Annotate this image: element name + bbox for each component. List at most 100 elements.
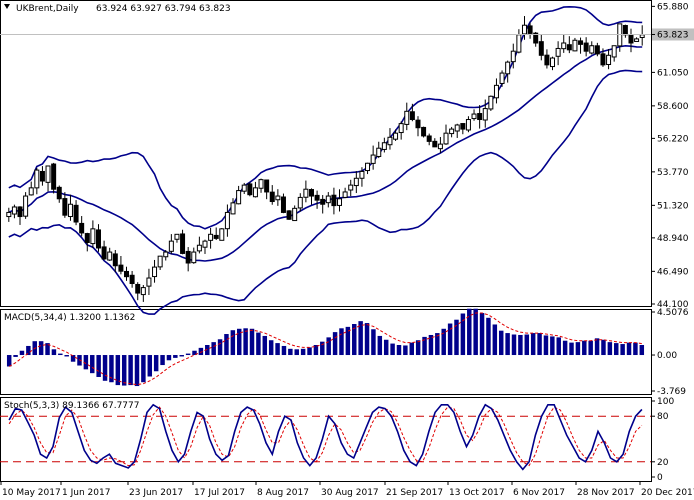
candle bbox=[583, 37, 589, 57]
candle bbox=[62, 192, 68, 218]
candle bbox=[17, 206, 23, 225]
candle bbox=[157, 255, 163, 270]
candle bbox=[477, 105, 483, 129]
candle bbox=[45, 165, 51, 192]
macd-bar bbox=[121, 355, 127, 386]
macd-bar bbox=[364, 323, 370, 356]
macd-bar bbox=[281, 345, 287, 356]
macd-bar bbox=[51, 349, 57, 356]
macd-tick-label: 4.5076 bbox=[657, 308, 689, 318]
macd-bar bbox=[422, 336, 427, 356]
candle bbox=[538, 34, 544, 61]
macd-bar bbox=[352, 324, 357, 356]
date-tick-label: 8 Aug 2017 bbox=[257, 488, 309, 498]
price-tick-label: 58.600 bbox=[657, 102, 689, 112]
macd-bar bbox=[26, 345, 31, 356]
macd-bar bbox=[562, 340, 568, 356]
candle bbox=[460, 123, 466, 135]
candle bbox=[163, 250, 169, 261]
candle bbox=[196, 236, 202, 254]
candle bbox=[168, 234, 174, 254]
macd-bar bbox=[13, 355, 18, 357]
panel-frames bbox=[0, 0, 652, 482]
candle bbox=[219, 228, 225, 241]
macd-bar bbox=[396, 345, 402, 356]
candle bbox=[398, 121, 404, 140]
last-price-tag bbox=[652, 28, 694, 41]
price-tick-label: 61.050 bbox=[657, 68, 689, 78]
macd-bar bbox=[326, 337, 331, 356]
macd-bar bbox=[134, 355, 140, 387]
macd-bar bbox=[70, 355, 76, 362]
macd-bar bbox=[173, 355, 178, 358]
macd-bar bbox=[217, 339, 223, 356]
candle bbox=[51, 162, 57, 194]
bollinger-upper-band bbox=[8, 5, 643, 230]
macd-bar bbox=[639, 345, 645, 356]
candle bbox=[555, 41, 561, 66]
stochastic-tick-label: 80 bbox=[657, 412, 669, 422]
candle bbox=[191, 247, 197, 264]
macd-bar bbox=[249, 328, 255, 356]
macd-bar bbox=[505, 333, 510, 356]
stochastic-panel bbox=[0, 403, 651, 471]
macd-bar bbox=[6, 355, 12, 367]
candle bbox=[521, 16, 527, 40]
price-tick-label: 51.320 bbox=[657, 201, 689, 211]
date-tick-label: 30 Aug 2017 bbox=[321, 488, 379, 498]
candle bbox=[146, 268, 152, 295]
macd-bar bbox=[467, 308, 472, 356]
candle bbox=[639, 25, 645, 46]
panel-frame bbox=[0, 397, 652, 482]
macd-bar bbox=[473, 308, 478, 356]
candle bbox=[90, 220, 96, 249]
candle bbox=[634, 37, 640, 42]
price-tick-label: 44.100 bbox=[657, 300, 689, 310]
macd-bar bbox=[428, 334, 434, 356]
macd-bar bbox=[511, 334, 517, 356]
candle bbox=[6, 207, 12, 222]
macd-bar bbox=[147, 355, 153, 377]
candle bbox=[73, 200, 79, 226]
candle bbox=[79, 216, 85, 237]
macd-bar bbox=[262, 335, 268, 356]
candle bbox=[550, 56, 556, 71]
date-tick-label: 10 May 2017 bbox=[2, 488, 61, 498]
macd-bar bbox=[543, 335, 549, 356]
date-tick-label: 28 Nov 2017 bbox=[577, 488, 635, 498]
candle bbox=[152, 259, 158, 283]
macd-bar bbox=[294, 349, 299, 356]
macd-bar bbox=[313, 345, 319, 356]
macd-bar bbox=[358, 321, 363, 356]
price-tick-label: 56.220 bbox=[657, 134, 689, 144]
candle bbox=[471, 109, 477, 121]
price-tick-label: 46.490 bbox=[657, 267, 689, 277]
candle bbox=[314, 190, 320, 209]
macd-bar bbox=[415, 340, 421, 356]
macd-tick-label: -3.769 bbox=[657, 387, 686, 397]
date-tick-label: 13 Oct 2017 bbox=[449, 488, 505, 498]
macd-bar bbox=[371, 329, 376, 356]
candle bbox=[342, 187, 348, 199]
candle bbox=[376, 141, 382, 159]
candle bbox=[280, 193, 286, 214]
candle bbox=[566, 36, 572, 54]
candle bbox=[572, 37, 578, 52]
macd-bar bbox=[300, 348, 306, 356]
macd-bar bbox=[185, 353, 191, 356]
macd-bar bbox=[45, 343, 50, 356]
macd-bar bbox=[179, 355, 184, 357]
candle bbox=[421, 126, 427, 138]
candle bbox=[465, 116, 471, 133]
stochastic-tick-label: 100 bbox=[657, 397, 674, 407]
macd-bar bbox=[383, 339, 389, 356]
macd-bar bbox=[128, 355, 133, 386]
panel-frame bbox=[0, 0, 652, 307]
macd-bar bbox=[626, 342, 632, 356]
macd-bar bbox=[377, 335, 383, 356]
title-dropdown-icon[interactable] bbox=[4, 4, 10, 9]
macd-bar bbox=[275, 343, 280, 356]
candle bbox=[297, 193, 303, 212]
macd-tick-label: 0.00 bbox=[657, 351, 677, 361]
